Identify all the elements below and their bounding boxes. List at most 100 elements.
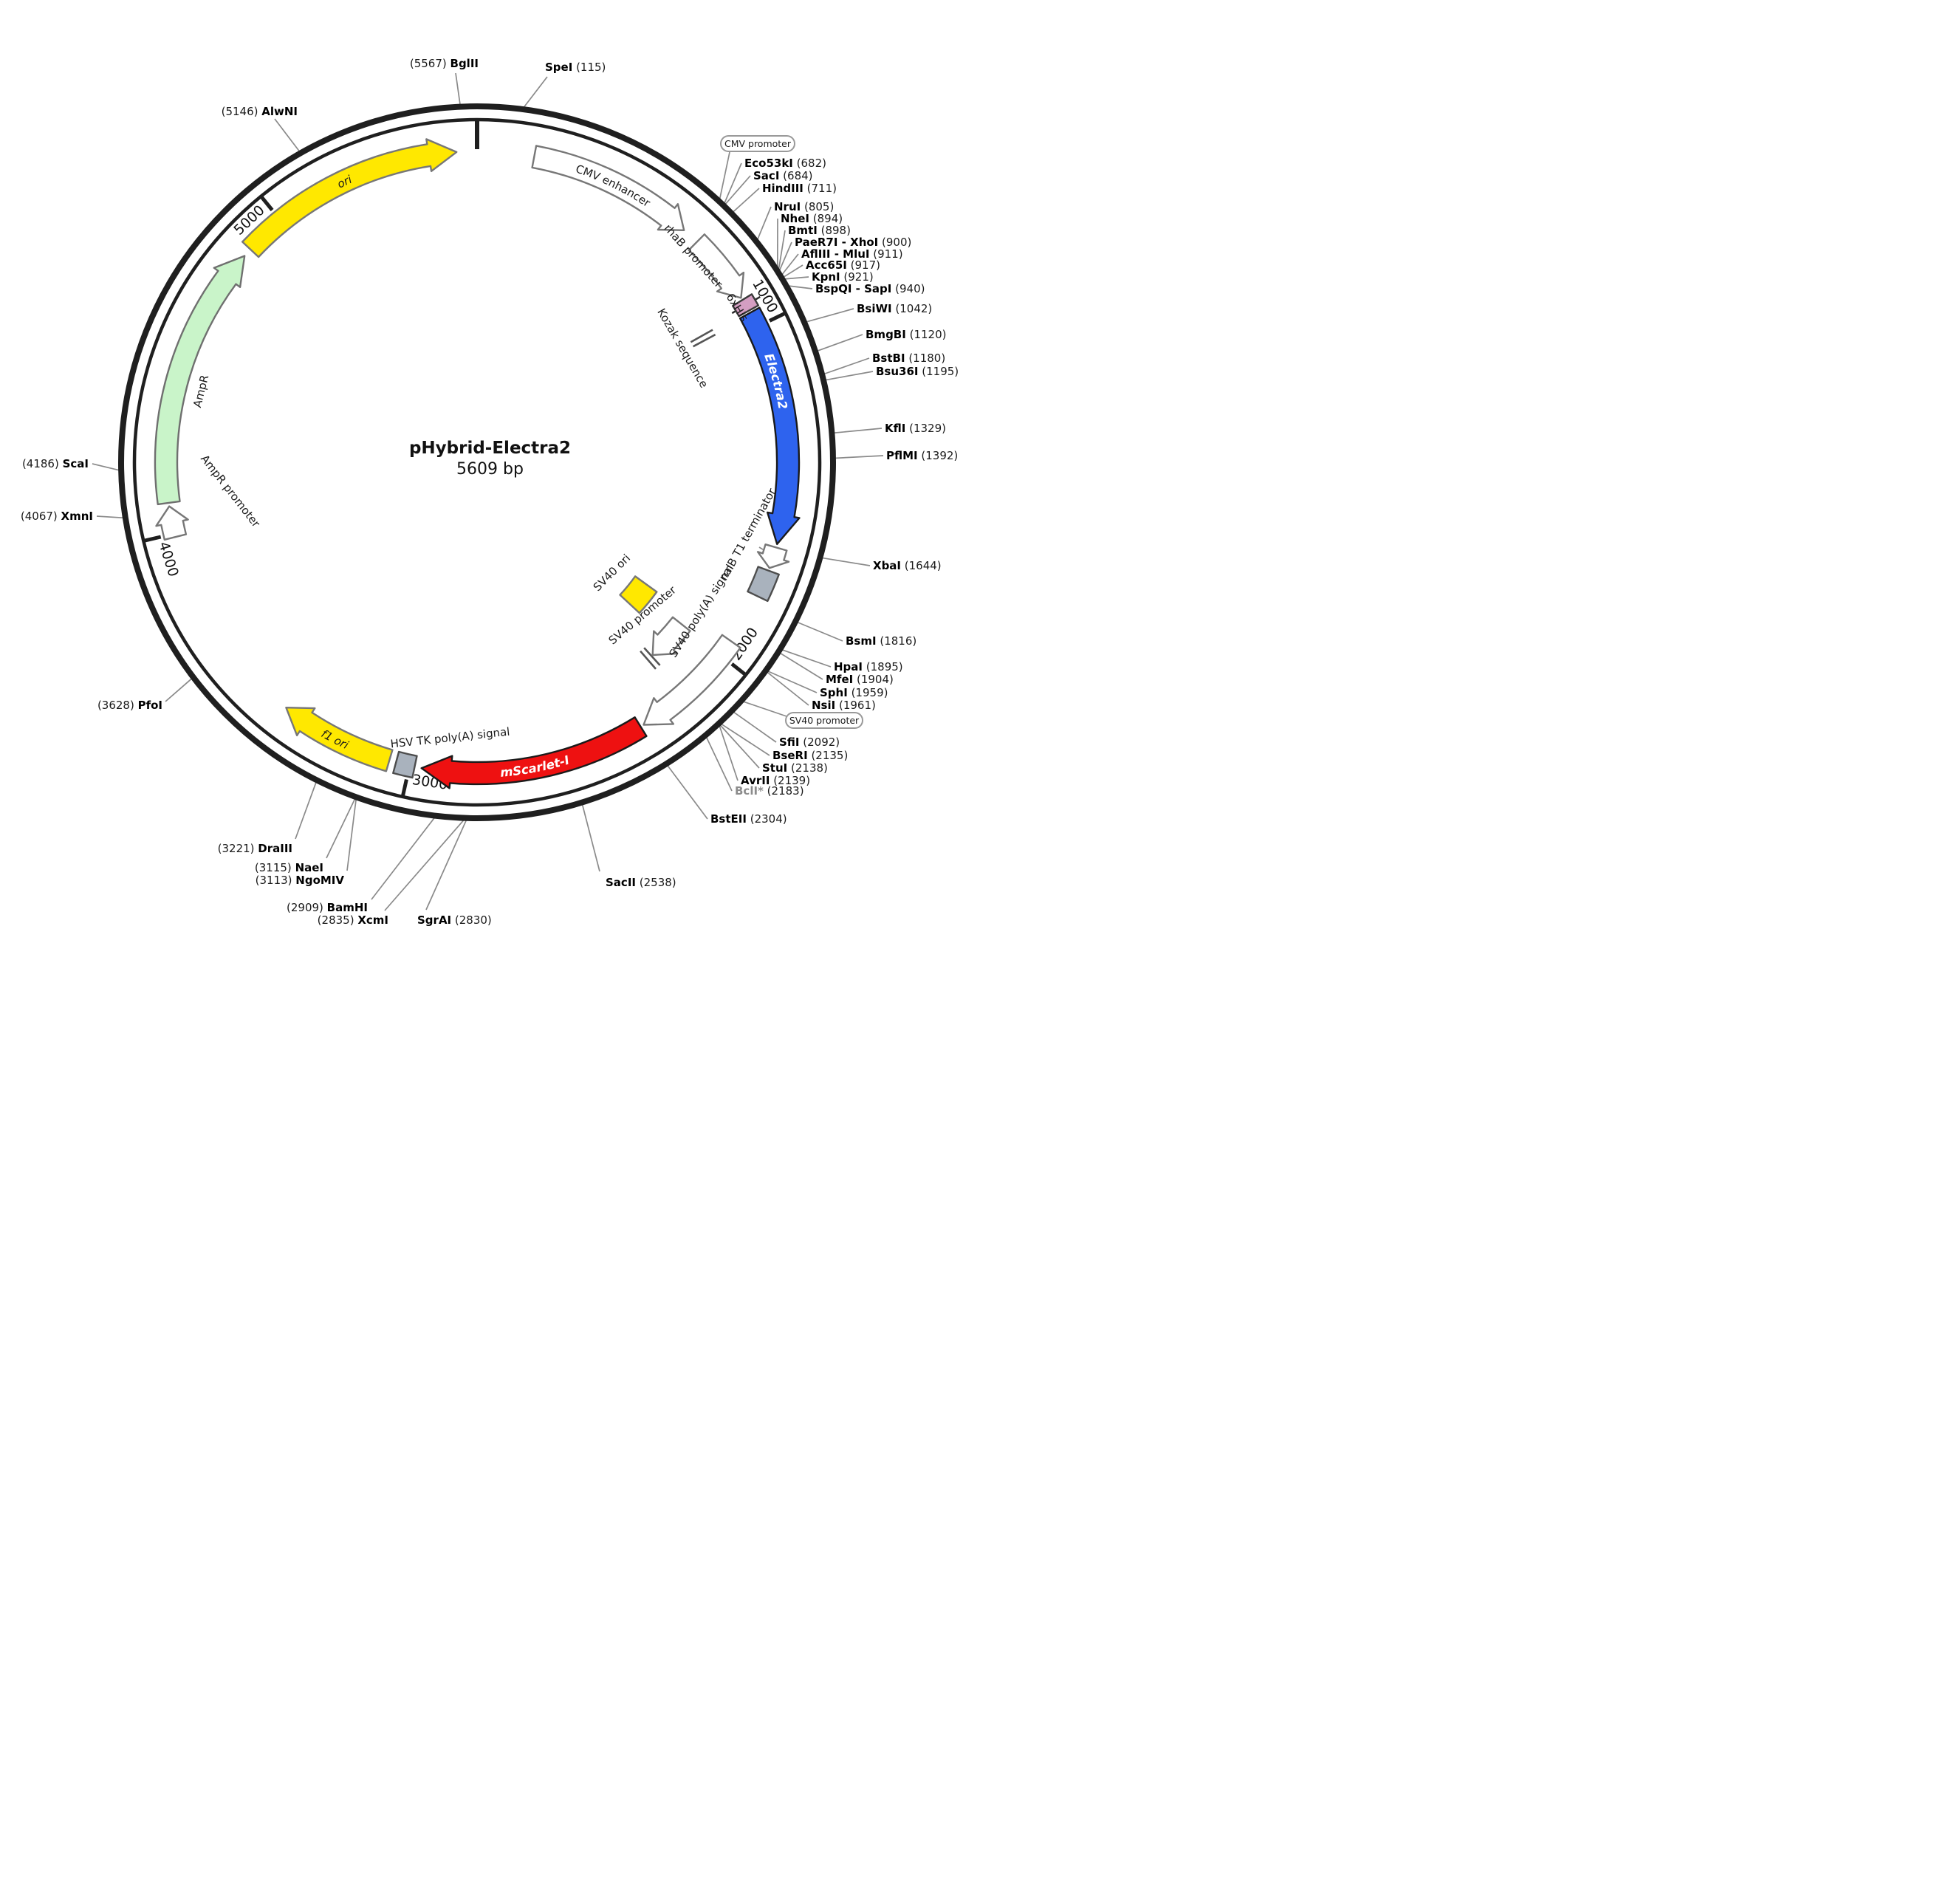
enzyme-label-HindIII: HindIII (711) <box>762 182 837 195</box>
hsv-tk-label: HSV TK poly(A) signal <box>390 725 510 751</box>
leader-BglII <box>455 72 462 106</box>
enzyme-label-NsiI: NsiI (1961) <box>812 699 876 712</box>
enzyme-label-KflI: KflI (1329) <box>885 422 946 435</box>
enzyme-label-StuI: StuI (2138) <box>762 761 828 775</box>
enzyme-label-BmtI: BmtI (898) <box>788 224 851 237</box>
leader-NruI <box>756 206 772 241</box>
backbone-outer-circle <box>118 103 836 821</box>
feature-sv40-polya-signal <box>643 634 741 726</box>
enzyme-label-SfiI: SfiI (2092) <box>779 736 840 749</box>
sv40-promoter-slash-mark <box>643 647 661 666</box>
leader-XbaI <box>820 557 871 566</box>
enzyme-label-SgrAI: SgrAI (2830) <box>417 913 492 927</box>
enzyme-label-Eco53kI: Eco53kI (682) <box>744 157 826 170</box>
enzyme-label-BamHI: (2909) BamHI <box>287 901 368 914</box>
leader-PfoI <box>165 677 193 702</box>
feature-f1-ori <box>285 707 394 772</box>
leader-sv40-promoter-boxed-label <box>741 700 789 718</box>
leader-MfeI <box>778 651 823 680</box>
leader-Acc65I <box>781 264 803 278</box>
sv40-promoter-boxed-label-box <box>785 712 863 729</box>
leader-BmgBI <box>815 334 863 352</box>
enzyme-label-BsmI: BsmI (1816) <box>846 634 916 648</box>
rrnb-dashed-leader <box>758 546 781 560</box>
leader-DraIII <box>295 781 318 840</box>
kozak-slash-mark <box>690 329 713 343</box>
feature-sv40-ori <box>619 575 658 614</box>
feature-ori <box>241 138 458 258</box>
sv40-promoter-boxed-label: SV40 promoter <box>789 715 860 726</box>
enzyme-label-DraIII: (3221) DraIII <box>218 842 292 855</box>
enzyme-label-PaeR7I - XhoI: PaeR7I - XhoI (900) <box>795 236 911 249</box>
enzyme-label-XcmI: (2835) XcmI <box>318 913 388 927</box>
tick-4000 <box>142 535 162 544</box>
feature-ampr-promoter <box>155 505 189 541</box>
enzyme-label-Acc65I: Acc65I (917) <box>806 258 880 272</box>
leader-SfiI <box>732 710 777 743</box>
leader-SacI <box>724 175 751 206</box>
enzyme-label-BstBI: BstBI (1180) <box>872 352 945 365</box>
feature-sv40-promoter <box>651 616 691 656</box>
enzyme-label-ScaI: (4186) ScaI <box>22 457 89 470</box>
enzyme-label-BspQI - SapI: BspQI - SapI (940) <box>815 282 925 295</box>
leader-AlwNI <box>274 118 301 154</box>
leader-PflMI <box>833 455 884 459</box>
feature-cmv-enhancer <box>531 145 685 231</box>
leader-PaeR7I - XhoI <box>778 241 792 272</box>
leader-XcmI <box>384 818 466 911</box>
leader-Bsu36I <box>823 371 874 381</box>
leader-SpeI <box>522 76 548 109</box>
enzyme-label-SpeI: SpeI (115) <box>545 61 606 74</box>
leader-BamHI <box>371 816 436 900</box>
enzyme-label-BglII: (5567) BglII <box>410 57 479 70</box>
leader-BseRI <box>719 722 770 756</box>
feature-terminator-arrow <box>756 544 790 569</box>
leader-KflI <box>832 428 883 434</box>
leader-SacII <box>581 803 600 872</box>
enzyme-label-PflMI: PflMI (1392) <box>886 449 958 462</box>
enzyme-label-AvrII: AvrII (2139) <box>741 774 810 787</box>
feature-hsv-tk-polya-signal <box>392 750 418 779</box>
enzyme-label-NheI: NheI (894) <box>781 212 843 225</box>
enzyme-label-BseRI: BseRI (2135) <box>772 749 848 762</box>
leader-BmtI <box>778 230 786 272</box>
leader-NaeI <box>326 797 357 859</box>
leader-XmnI <box>96 515 125 519</box>
enzyme-label-AlwNI: (5146) AlwNI <box>222 105 298 118</box>
tick-label-4000: 4000 <box>155 540 181 579</box>
enzyme-label-AflIII - MluI: AflIII - MluI (911) <box>801 247 903 261</box>
leader-StuI <box>719 723 760 769</box>
enzyme-label-BclI*: BclI* (2183) <box>735 784 804 798</box>
enzyme-label-KpnI: KpnI (921) <box>812 270 874 284</box>
plasmid-map-stage: 1000 2000 3000 4000 5000 CMV enhancer Electra2… <box>0 0 980 944</box>
enzyme-label-NruI: NruI (805) <box>774 200 834 213</box>
tick-2000 <box>730 662 748 677</box>
enzyme-label-SacI: SacI (684) <box>753 169 813 182</box>
ampr-promoter-label: AmpR promoter <box>198 452 263 530</box>
leader-cmv-promoter-label <box>719 151 730 202</box>
enzyme-label-SacII: SacII (2538) <box>606 876 676 889</box>
leader-SgrAI <box>425 818 467 911</box>
enzyme-label-HpaI: HpaI (1895) <box>834 660 903 673</box>
leader-BclI* <box>705 736 733 792</box>
leader-HindIII <box>731 188 760 213</box>
feature-his6-tag <box>732 293 759 318</box>
enzyme-label-XmnI: (4067) XmnI <box>21 510 93 523</box>
cmv-promoter-label-box <box>720 135 795 152</box>
leader-BstEII <box>666 764 708 820</box>
tick-5000 <box>258 194 274 212</box>
leader-KpnI <box>783 276 809 280</box>
enzyme-label-MfeI: MfeI (1904) <box>826 673 894 686</box>
enzyme-label-NaeI: (3115) NaeI <box>255 861 323 874</box>
tick-3000 <box>400 778 408 798</box>
feature-mscarlet-i <box>420 716 648 789</box>
sv40-promoter-slash-mark <box>640 650 657 670</box>
leader-BsmI <box>795 621 843 642</box>
enzyme-label-BsiWI: BsiWI (1042) <box>857 302 932 315</box>
feature-electra2 <box>739 306 801 545</box>
leader-ScaI <box>92 463 121 472</box>
leader-NgoMIV <box>346 798 357 871</box>
leader-SphI <box>766 670 818 693</box>
leader-BstBI <box>822 357 870 375</box>
